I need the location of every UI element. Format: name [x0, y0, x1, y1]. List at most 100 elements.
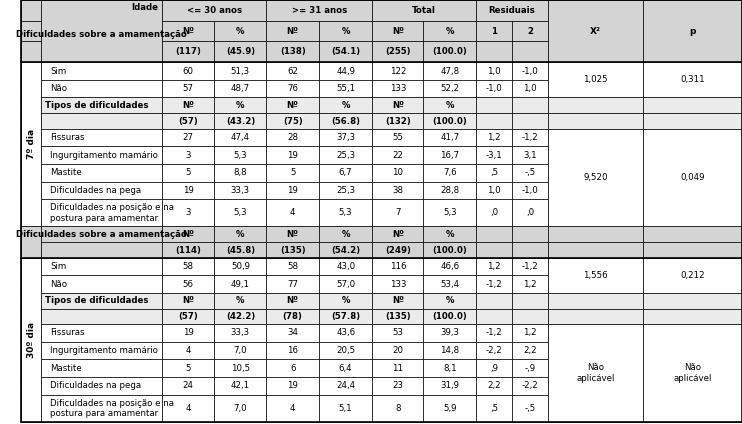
Text: Fissuras: Fissuras [50, 133, 85, 142]
Bar [476, 226, 512, 243]
Text: 8,1: 8,1 [443, 364, 456, 373]
Bar [372, 226, 424, 243]
Text: (75): (75) [283, 117, 303, 126]
Bar [424, 275, 476, 293]
Text: -1,2: -1,2 [522, 262, 539, 271]
Bar [372, 164, 424, 181]
Bar [512, 324, 548, 342]
Bar [424, 395, 476, 422]
Bar [548, 164, 643, 181]
Text: <= 30 anos: <= 30 anos [186, 6, 242, 15]
Bar [214, 114, 266, 128]
Text: Mastite: Mastite [50, 364, 82, 373]
Text: 3,1: 3,1 [523, 151, 537, 159]
Bar [372, 42, 424, 62]
Bar [512, 293, 548, 309]
Bar [372, 309, 424, 324]
Text: 34: 34 [287, 328, 298, 338]
Bar [643, 258, 742, 293]
Bar [476, 62, 512, 80]
Text: Ingurgitamento mamário: Ingurgitamento mamário [50, 346, 158, 355]
Bar [512, 62, 548, 80]
Text: 1,2: 1,2 [523, 328, 537, 338]
Bar [162, 80, 214, 98]
Text: Nº: Nº [392, 296, 404, 305]
Text: -,5: -,5 [525, 168, 536, 177]
Bar [512, 146, 548, 164]
Text: (100.0): (100.0) [433, 312, 467, 321]
Bar [512, 275, 548, 293]
Bar [372, 128, 424, 146]
Bar [548, 62, 643, 98]
Text: Nº: Nº [182, 27, 194, 36]
Bar [319, 128, 372, 146]
Text: (57): (57) [178, 312, 198, 321]
Bar [476, 359, 512, 377]
Bar [548, 275, 643, 293]
Bar [548, 181, 643, 199]
Bar [319, 243, 372, 258]
Text: Nº: Nº [182, 101, 194, 110]
Bar [266, 181, 319, 199]
Text: -1,0: -1,0 [522, 67, 539, 75]
Bar [548, 146, 643, 164]
Bar [476, 258, 512, 275]
Bar [319, 293, 372, 309]
Bar [643, 243, 742, 258]
Bar [319, 258, 372, 275]
Bar [42, 258, 162, 275]
Text: Sim: Sim [50, 262, 66, 271]
Bar [42, 342, 162, 359]
Text: -2,2: -2,2 [522, 381, 539, 390]
Bar [548, 0, 643, 62]
Bar [42, 324, 162, 342]
Bar [162, 395, 214, 422]
Text: Nº: Nº [286, 101, 299, 110]
Bar [476, 342, 512, 359]
Bar [643, 62, 742, 98]
Bar [548, 293, 643, 309]
Bar [42, 80, 162, 98]
Bar [512, 199, 548, 226]
Text: (100.0): (100.0) [433, 117, 467, 126]
Text: -1,0: -1,0 [522, 186, 539, 195]
Bar [476, 293, 512, 309]
Bar [266, 42, 319, 62]
Bar [162, 226, 214, 243]
Bar [548, 226, 643, 243]
Bar [162, 128, 214, 146]
Text: 76: 76 [287, 84, 298, 93]
Bar [476, 80, 512, 98]
Bar [424, 243, 476, 258]
Text: 3: 3 [186, 151, 191, 159]
Bar [266, 243, 319, 258]
Text: 25,3: 25,3 [336, 151, 355, 159]
Bar [548, 128, 643, 226]
Text: 5,1: 5,1 [339, 404, 352, 413]
Bar [372, 324, 424, 342]
Text: Nº: Nº [392, 101, 404, 110]
Text: (57): (57) [178, 117, 198, 126]
Bar [643, 114, 742, 128]
Bar [162, 164, 214, 181]
Bar [476, 309, 512, 324]
Text: (54.1): (54.1) [331, 47, 360, 56]
Bar [476, 164, 512, 181]
Bar [548, 377, 643, 395]
Bar [22, 275, 42, 293]
Bar [214, 226, 266, 243]
Text: -2,2: -2,2 [486, 346, 502, 355]
Bar [643, 0, 742, 62]
Text: Mastite: Mastite [50, 168, 82, 177]
Text: (100.0): (100.0) [433, 47, 467, 56]
Text: Não
aplicável: Não aplicável [576, 363, 614, 382]
Text: Nº: Nº [286, 27, 299, 36]
Text: 47,4: 47,4 [231, 133, 250, 142]
Bar [266, 80, 319, 98]
Text: 33,3: 33,3 [231, 328, 250, 338]
Text: 6: 6 [290, 364, 295, 373]
Bar [643, 324, 742, 342]
Text: 4: 4 [290, 404, 295, 413]
Text: 53: 53 [393, 328, 404, 338]
Bar [372, 275, 424, 293]
